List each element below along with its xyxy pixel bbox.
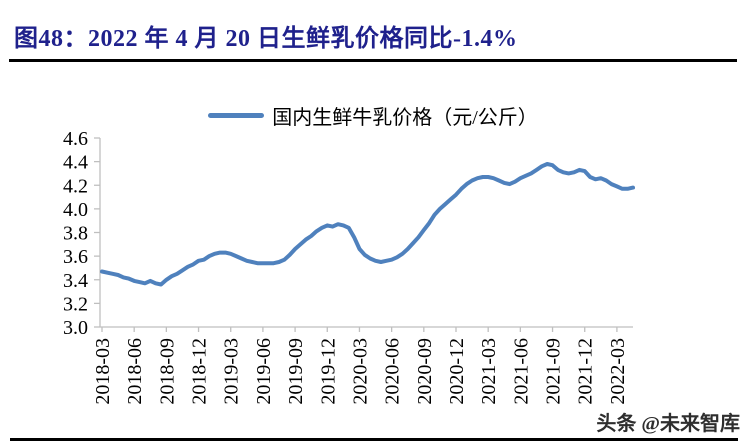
y-tick-label: 3.2	[63, 293, 88, 315]
x-tick-label: 2019-03	[221, 338, 243, 405]
x-tick-label: 2018-09	[156, 338, 178, 405]
bottom-divider	[10, 438, 738, 441]
title-divider	[9, 59, 737, 62]
x-tick-label: 2020-12	[446, 338, 468, 405]
x-tick-label: 2020-03	[349, 338, 371, 405]
y-tick-label: 4.6	[63, 128, 88, 150]
x-tick-label: 2020-06	[382, 338, 404, 405]
y-tick-label: 3.4	[63, 270, 88, 292]
x-tick-label: 2019-09	[285, 338, 307, 405]
x-tick-label: 2018-06	[124, 338, 146, 405]
y-tick-label: 3.8	[63, 223, 88, 245]
y-tick-label: 3.0	[63, 317, 88, 339]
x-tick-label: 2018-03	[92, 338, 114, 405]
x-tick-label: 2020-09	[414, 338, 436, 405]
y-tick-label: 4.2	[63, 175, 88, 197]
x-tick-label: 2021-09	[543, 338, 565, 405]
figure-title: 图48：2022 年 4 月 20 日生鲜乳价格同比-1.4%	[14, 26, 518, 52]
chart-legend: 国内生鲜牛乳价格（元/公斤）	[0, 101, 746, 130]
x-tick-label: 2018-12	[189, 338, 211, 405]
x-tick-label: 2021-06	[510, 338, 532, 405]
legend-series-label: 国内生鲜牛乳价格（元/公斤）	[272, 107, 538, 129]
price-series-line	[100, 162, 635, 287]
x-tick-label: 2019-12	[317, 338, 339, 405]
watermark: 头条 @未来智库	[596, 413, 740, 435]
x-tick-label: 2021-12	[575, 338, 597, 405]
x-tick-label: 2019-06	[253, 338, 275, 405]
y-tick-label: 3.6	[63, 246, 88, 268]
x-tick-label: 2022-03	[607, 338, 629, 405]
y-tick-label: 4.0	[63, 199, 88, 221]
x-tick-label: 2021-03	[478, 338, 500, 405]
y-tick-label: 4.4	[63, 152, 88, 174]
legend-line-marker-icon	[208, 113, 265, 118]
